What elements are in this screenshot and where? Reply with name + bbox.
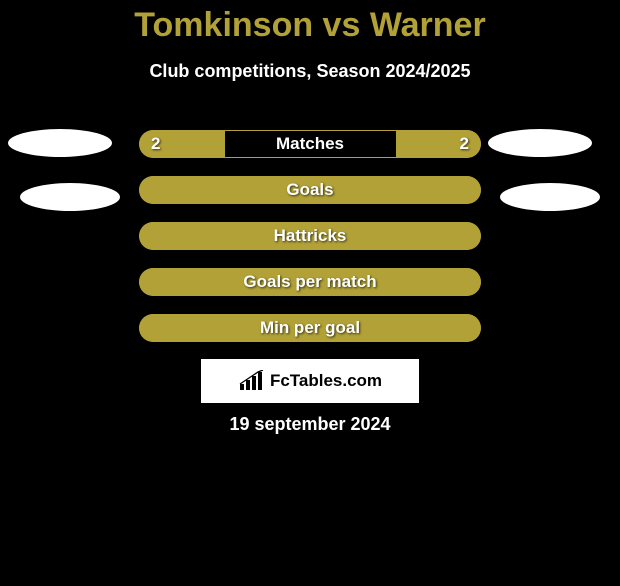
stat-label: Min per goal: [139, 318, 481, 338]
stat-value-left: 2: [151, 134, 160, 154]
stat-label: Goals: [139, 180, 481, 200]
stat-value-right: 2: [460, 134, 469, 154]
page-title: Tomkinson vs Warner: [0, 6, 620, 45]
page-subtitle: Club competitions, Season 2024/2025: [0, 61, 620, 82]
stat-row: Goals per match: [139, 268, 481, 296]
stat-row: Min per goal: [139, 314, 481, 342]
stat-label: Goals per match: [139, 272, 481, 292]
stat-row: Goals: [139, 176, 481, 204]
bar-chart-icon: [238, 370, 264, 392]
brand-text: FcTables.com: [270, 371, 382, 391]
brand-box: FcTables.com: [201, 359, 419, 403]
stat-row: Matches2 2: [139, 130, 481, 158]
stat-row: Hattricks: [139, 222, 481, 250]
date-text: 19 september 2024: [0, 414, 620, 435]
stat-label: Matches: [139, 134, 481, 154]
stat-label: Hattricks: [139, 226, 481, 246]
